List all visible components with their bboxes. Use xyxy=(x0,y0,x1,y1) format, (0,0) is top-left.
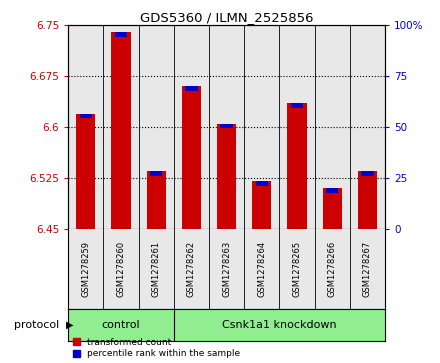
Text: GSM1278259: GSM1278259 xyxy=(81,241,90,297)
Bar xyxy=(182,86,201,229)
Bar xyxy=(115,32,127,37)
Bar xyxy=(361,171,374,176)
Text: GSM1278264: GSM1278264 xyxy=(257,241,266,297)
Text: GSM1278265: GSM1278265 xyxy=(293,241,301,297)
Text: control: control xyxy=(102,320,140,330)
Bar xyxy=(150,171,162,176)
Title: GDS5360 / ILMN_2525856: GDS5360 / ILMN_2525856 xyxy=(140,11,313,24)
Text: GSM1278260: GSM1278260 xyxy=(117,241,125,297)
Text: GSM1278266: GSM1278266 xyxy=(328,241,337,297)
Bar xyxy=(256,182,268,186)
Legend: transformed count, percentile rank within the sample: transformed count, percentile rank withi… xyxy=(73,338,240,359)
Bar xyxy=(217,124,236,229)
Bar xyxy=(291,103,303,108)
Bar xyxy=(252,182,271,229)
Text: ▶: ▶ xyxy=(66,320,73,330)
Bar xyxy=(220,124,233,129)
Text: Csnk1a1 knockdown: Csnk1a1 knockdown xyxy=(222,320,337,330)
Text: protocol: protocol xyxy=(14,320,59,330)
Bar xyxy=(323,188,342,229)
Bar xyxy=(287,103,307,229)
Text: GSM1278267: GSM1278267 xyxy=(363,241,372,297)
Bar xyxy=(147,171,166,229)
Text: GSM1278262: GSM1278262 xyxy=(187,241,196,297)
Bar xyxy=(358,171,377,229)
Bar xyxy=(76,114,95,229)
Text: GSM1278261: GSM1278261 xyxy=(152,241,161,297)
Bar xyxy=(185,86,198,91)
Text: GSM1278263: GSM1278263 xyxy=(222,241,231,297)
Bar xyxy=(326,188,338,193)
Bar xyxy=(111,32,131,229)
Bar xyxy=(80,114,92,118)
